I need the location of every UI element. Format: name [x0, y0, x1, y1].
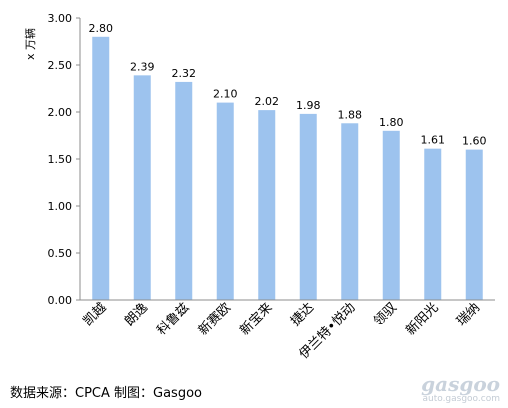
value-label: 1.60: [462, 135, 487, 148]
value-labels: 2.80 2.39 2.32 2.10 2.02 1.98 1.88 1.80 1.61 1.60: [89, 22, 487, 148]
y-tick-label: 0.00: [48, 294, 73, 307]
y-tick-label: 2.50: [48, 59, 73, 72]
watermark-url: auto.gasgoo.com: [422, 394, 500, 404]
category-label: 凯越: [81, 300, 110, 329]
bar: [216, 102, 234, 300]
category-label: 瑞纳: [454, 300, 483, 329]
bar: [382, 130, 400, 300]
watermark: gasgoo auto.gasgoo.com: [408, 370, 500, 404]
bar: [424, 148, 442, 300]
y-axis-title-group: x 万辆: [23, 28, 37, 60]
bars: [92, 36, 483, 301]
category-label: 新阳光: [403, 300, 442, 339]
value-label: 1.98: [296, 99, 321, 112]
category-label: 领驭: [371, 300, 400, 329]
y-tick-label: 1.50: [48, 153, 73, 166]
bar: [341, 123, 359, 300]
category-label: 捷达: [288, 300, 317, 329]
value-label: 2.39: [130, 60, 155, 73]
bar: [299, 113, 317, 300]
value-label: 2.80: [89, 22, 114, 35]
value-label: 2.10: [213, 88, 238, 101]
bar: [175, 81, 193, 300]
y-tick-label: 3.00: [48, 12, 73, 25]
category-label: 科鲁兹: [154, 300, 192, 338]
bar: [133, 75, 151, 300]
y-axis-ticks: 0.00 0.50 1.00 1.50 2.00 2.50 3.00: [48, 12, 80, 307]
bar: [258, 110, 276, 301]
value-label: 1.61: [421, 134, 446, 147]
watermark-logo: gasgoo: [421, 372, 500, 396]
category-label: 朗逸: [122, 300, 151, 329]
y-tick-label: 1.00: [48, 200, 73, 213]
value-label: 1.88: [338, 108, 363, 121]
source-caption: 数据来源：CPCA 制图：Gasgoo: [10, 386, 202, 401]
bar: [465, 149, 483, 300]
value-label: 2.32: [172, 67, 197, 80]
category-label: 新赛欧: [195, 300, 234, 339]
category-label: 新宝来: [237, 300, 276, 339]
y-tick-label: 2.00: [48, 106, 73, 119]
value-label: 2.02: [255, 95, 280, 108]
value-label: 1.80: [379, 116, 404, 129]
y-axis-title: x 万辆: [23, 28, 37, 60]
bar: [92, 36, 110, 301]
y-tick-label: 0.50: [48, 247, 73, 260]
